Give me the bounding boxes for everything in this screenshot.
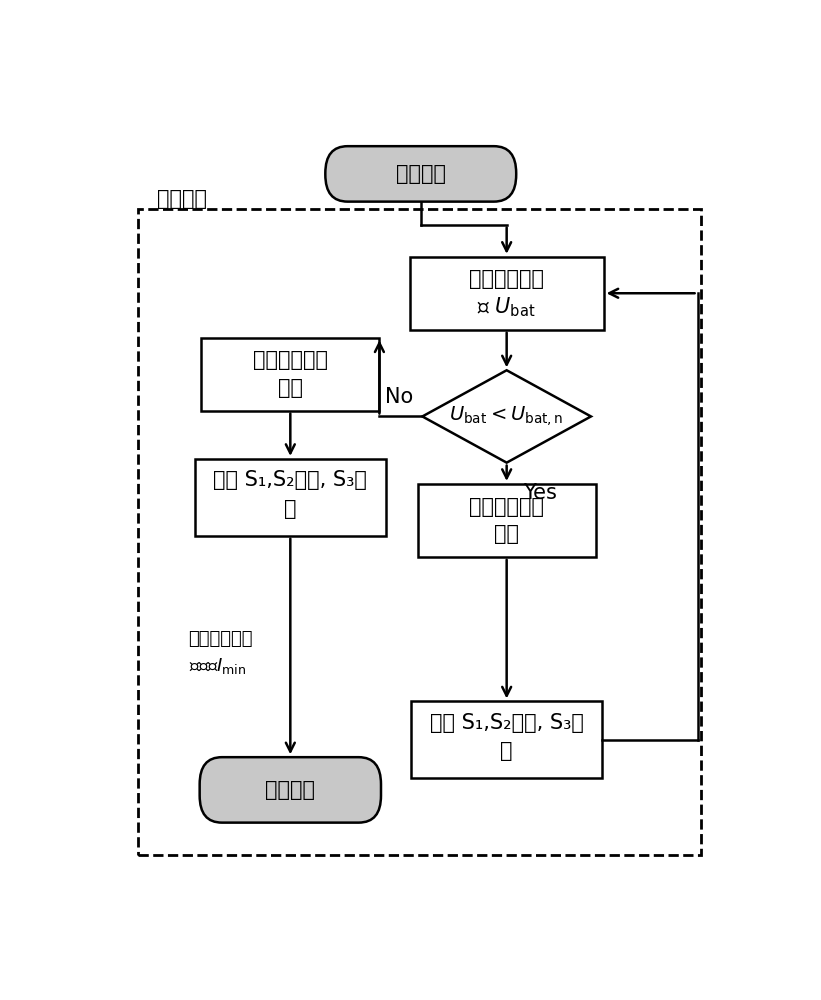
Text: 进入恒流充电: 进入恒流充电 — [469, 497, 544, 517]
Text: Yes: Yes — [523, 483, 557, 503]
Bar — [410, 257, 603, 330]
Bar — [201, 338, 379, 411]
FancyBboxPatch shape — [325, 146, 516, 202]
Text: 充电过程: 充电过程 — [157, 189, 207, 209]
Text: 检测电池端电: 检测电池端电 — [469, 269, 544, 289]
Text: 压 $U_{\mathrm{bat}}$: 压 $U_{\mathrm{bat}}$ — [478, 295, 536, 319]
Polygon shape — [422, 370, 591, 463]
Bar — [418, 484, 596, 557]
Text: 进入恒压充电: 进入恒压充电 — [253, 350, 328, 370]
Text: 模式: 模式 — [277, 378, 303, 398]
Text: 于阈值$I_{\mathrm{min}}$: 于阈值$I_{\mathrm{min}}$ — [189, 656, 246, 676]
Text: No: No — [384, 387, 413, 407]
Bar — [411, 701, 602, 778]
Bar — [195, 459, 386, 536]
Text: 当充电电流小: 当充电电流小 — [189, 630, 253, 648]
FancyBboxPatch shape — [200, 757, 381, 823]
Text: 合: 合 — [284, 499, 296, 519]
Bar — [138, 209, 701, 855]
Text: 充电结束: 充电结束 — [265, 780, 315, 800]
Text: $U_{\mathrm{bat}}<U_{\mathrm{bat,n}}$: $U_{\mathrm{bat}}<U_{\mathrm{bat,n}}$ — [449, 404, 564, 428]
Text: 开: 开 — [501, 741, 513, 761]
Text: 电池接入: 电池接入 — [396, 164, 446, 184]
Text: 模式: 模式 — [494, 524, 519, 544]
Text: 开关 S₁,S₂闭合, S₃断: 开关 S₁,S₂闭合, S₃断 — [429, 713, 584, 733]
Text: 开关 S₁,S₂断开, S₃闭: 开关 S₁,S₂断开, S₃闭 — [213, 470, 367, 490]
